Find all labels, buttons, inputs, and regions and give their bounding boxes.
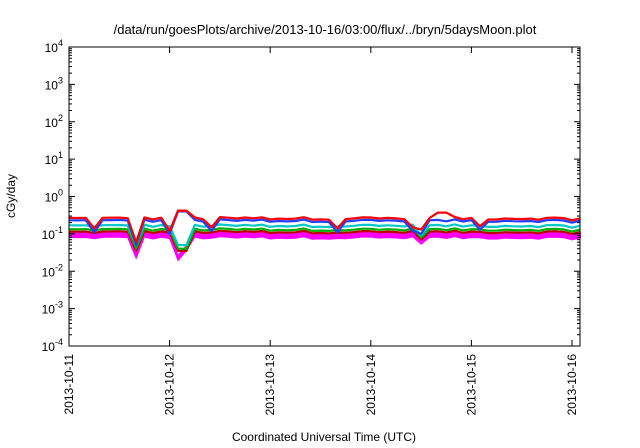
x-tick-label: 2013-10-12 [163,354,177,416]
x-tick-label: 2013-10-16 [565,354,579,416]
y-tick-label: 10-3 [42,300,63,317]
y-tick-labels: 10-4 10-3 10-2 10-1 100 101 102 103 104 [42,38,63,354]
x-tick-label: 2013-10-15 [464,354,478,416]
chart-title: /data/run/goesPlots/archive/2013-10-16/0… [114,22,537,37]
y-tick-label: 102 [45,113,63,130]
series-band [68,230,581,262]
x-tick-labels: 2013-10-11 2013-10-12 2013-10-13 2013-10-14… [62,354,579,416]
y-tick-label: 10-2 [42,262,63,279]
series-line [68,229,581,252]
series-line [68,209,581,244]
x-tick-label: 2013-10-14 [364,354,378,416]
x-axis-label: Coordinated Universal Time (UTC) [232,430,416,444]
y-tick-label: 104 [45,38,63,55]
series-line [68,223,581,247]
series-line [68,210,581,247]
x-tick-label: 2013-10-13 [263,354,277,416]
plot-frame [68,46,581,347]
y-tick-label: 101 [45,150,63,167]
y-axis-label: cGy/day [4,174,18,218]
tick-marks [68,46,580,347]
series-line [68,227,581,250]
x-tick-label: 2013-10-11 [62,354,76,415]
y-tick-label: 10-4 [42,337,63,354]
y-tick-label: 100 [45,188,63,205]
series-layer [68,209,581,262]
y-tick-label: 10-1 [42,225,63,242]
y-tick-label: 103 [45,75,63,92]
